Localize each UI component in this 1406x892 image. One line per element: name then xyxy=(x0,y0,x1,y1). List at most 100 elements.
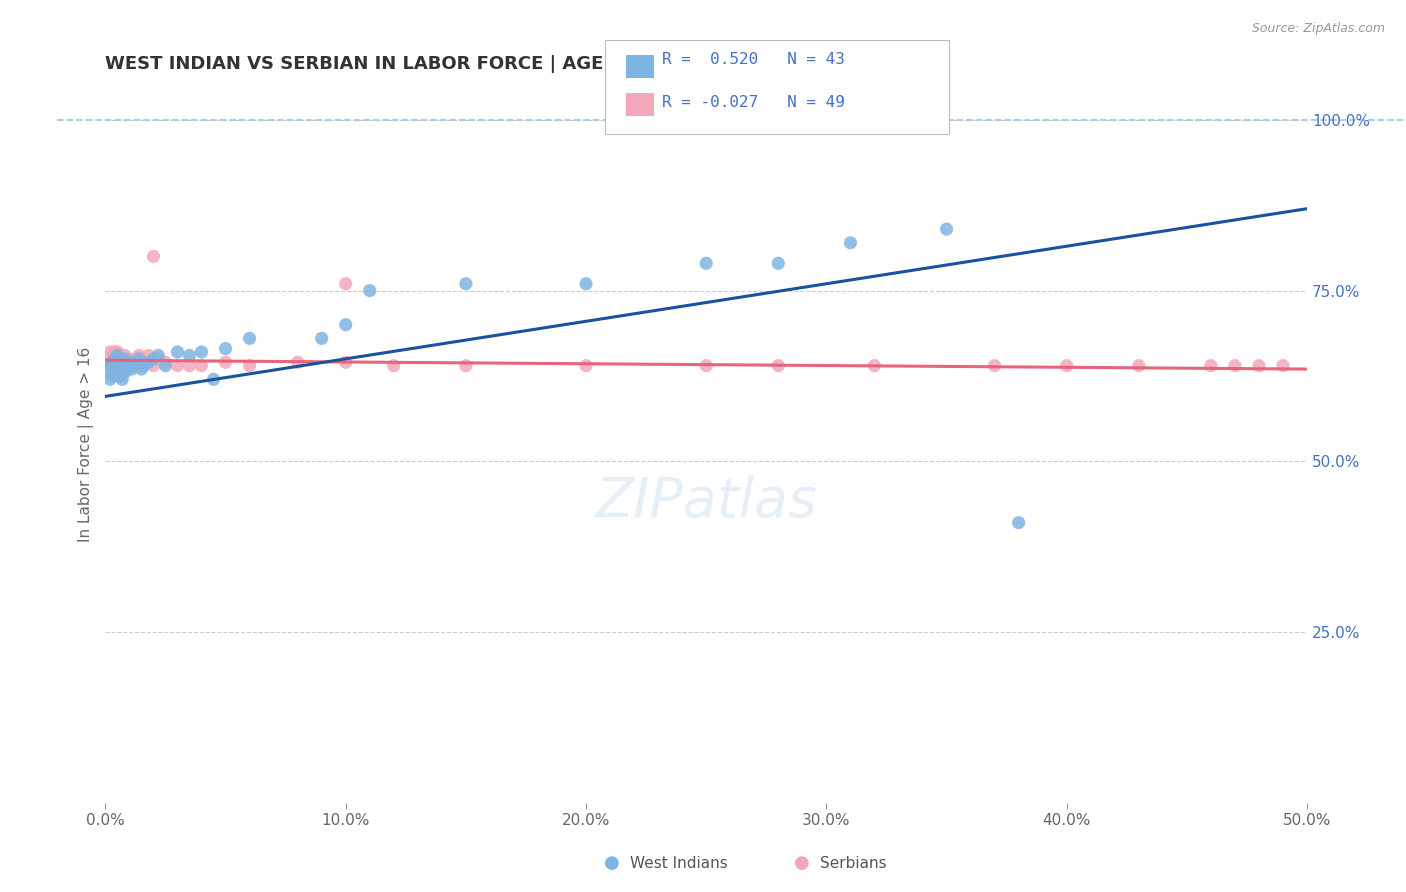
Point xyxy=(108,355,131,369)
Point xyxy=(190,345,212,359)
Point xyxy=(122,355,145,369)
Text: Source: ZipAtlas.com: Source: ZipAtlas.com xyxy=(1251,22,1385,36)
Point xyxy=(575,277,598,291)
Point xyxy=(335,277,357,291)
Point xyxy=(101,355,124,369)
Point xyxy=(179,359,201,373)
Point xyxy=(105,348,128,362)
Point xyxy=(1223,359,1246,373)
Point xyxy=(121,359,143,373)
Point xyxy=(239,359,262,373)
Point xyxy=(179,348,201,362)
Point xyxy=(114,362,136,376)
Point xyxy=(148,348,170,362)
Point xyxy=(695,359,717,373)
Text: ZIPatlas: ZIPatlas xyxy=(595,475,817,528)
Point xyxy=(1199,359,1222,373)
Point xyxy=(1247,359,1270,373)
Point xyxy=(138,348,160,362)
Point xyxy=(101,348,124,362)
Point xyxy=(121,362,143,376)
Point xyxy=(695,256,717,270)
Point xyxy=(118,355,141,369)
Point xyxy=(105,359,128,373)
Point xyxy=(138,355,160,369)
Point xyxy=(125,351,148,366)
Text: Serbians: Serbians xyxy=(820,856,886,871)
Point xyxy=(98,345,121,359)
Point xyxy=(114,366,136,380)
Point xyxy=(454,277,477,291)
Point xyxy=(108,368,131,383)
Point xyxy=(575,359,598,373)
Point xyxy=(105,362,128,376)
Point xyxy=(128,351,150,366)
Point xyxy=(111,351,134,366)
Point xyxy=(142,250,165,264)
Text: ●: ● xyxy=(603,855,620,872)
Point xyxy=(311,331,333,345)
Point xyxy=(863,359,886,373)
Point xyxy=(131,359,153,373)
Text: R = -0.027   N = 49: R = -0.027 N = 49 xyxy=(662,95,845,110)
Point xyxy=(118,351,141,366)
Point xyxy=(287,355,309,369)
Point xyxy=(768,256,790,270)
Point xyxy=(104,355,127,369)
Point xyxy=(131,362,153,376)
Point xyxy=(239,331,262,345)
Point xyxy=(214,355,236,369)
Point xyxy=(839,235,862,250)
Y-axis label: In Labor Force | Age > 16: In Labor Force | Age > 16 xyxy=(79,346,94,541)
Point xyxy=(983,359,1005,373)
Point xyxy=(166,359,188,373)
Point xyxy=(98,355,121,369)
Point xyxy=(98,372,121,386)
Point xyxy=(202,372,225,386)
Point xyxy=(122,359,145,373)
Point xyxy=(768,359,790,373)
Point xyxy=(454,359,477,373)
Point xyxy=(148,351,170,366)
Point xyxy=(382,359,405,373)
Text: R =  0.520   N = 43: R = 0.520 N = 43 xyxy=(662,53,845,67)
Point xyxy=(104,351,127,366)
Point xyxy=(128,348,150,362)
Point xyxy=(111,359,134,373)
Text: WEST INDIAN VS SERBIAN IN LABOR FORCE | AGE > 16 CORRELATION CHART: WEST INDIAN VS SERBIAN IN LABOR FORCE | … xyxy=(105,55,877,73)
Point xyxy=(155,359,177,373)
Point xyxy=(97,362,120,376)
Point xyxy=(115,359,138,373)
Point xyxy=(1272,359,1295,373)
Point xyxy=(105,345,128,359)
Point xyxy=(104,345,127,359)
Point xyxy=(935,222,957,236)
Point xyxy=(98,359,121,373)
Point xyxy=(97,351,120,366)
Point xyxy=(111,372,134,386)
Point xyxy=(142,351,165,366)
Point xyxy=(359,284,381,298)
Point xyxy=(142,359,165,373)
Point xyxy=(108,348,131,362)
Point xyxy=(335,318,357,332)
Point xyxy=(111,362,134,376)
Point xyxy=(1008,516,1031,530)
Point xyxy=(1128,359,1150,373)
Text: ●: ● xyxy=(793,855,810,872)
Point xyxy=(132,355,155,369)
Point xyxy=(214,342,236,356)
Point xyxy=(335,355,357,369)
Point xyxy=(108,359,131,373)
Point xyxy=(101,359,124,373)
Point xyxy=(1056,359,1078,373)
Point xyxy=(125,355,148,369)
Text: West Indians: West Indians xyxy=(630,856,728,871)
Point xyxy=(190,359,212,373)
Point xyxy=(101,368,124,383)
Point xyxy=(132,359,155,373)
Point xyxy=(115,355,138,369)
Point xyxy=(114,351,136,366)
Point xyxy=(114,348,136,362)
Point xyxy=(155,355,177,369)
